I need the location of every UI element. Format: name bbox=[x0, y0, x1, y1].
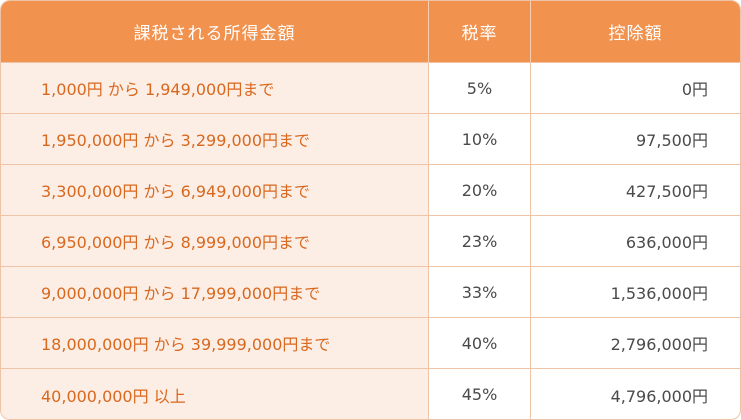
deduction-cell: 2,796,000円 bbox=[530, 318, 740, 368]
tax-rate-cell: 20% bbox=[428, 165, 530, 215]
table-row: 9,000,000円 から 17,999,000円まで 33% 1,536,00… bbox=[1, 266, 740, 317]
income-range-cell: 40,000,000円 以上 bbox=[1, 369, 428, 419]
header-rate: 税率 bbox=[428, 1, 530, 62]
table-row: 18,000,000円 から 39,999,000円まで 40% 2,796,0… bbox=[1, 317, 740, 368]
deduction-cell: 1,536,000円 bbox=[530, 267, 740, 317]
income-range-cell: 3,300,000円 から 6,949,000円まで bbox=[1, 165, 428, 215]
tax-rate-cell: 45% bbox=[428, 369, 530, 419]
tax-rate-cell: 10% bbox=[428, 114, 530, 164]
deduction-cell: 636,000円 bbox=[530, 216, 740, 266]
deduction-cell: 4,796,000円 bbox=[530, 369, 740, 419]
table-header-row: 課税される所得金額 税率 控除額 bbox=[1, 1, 740, 62]
income-range-cell: 18,000,000円 から 39,999,000円まで bbox=[1, 318, 428, 368]
tax-rate-cell: 40% bbox=[428, 318, 530, 368]
header-deduction: 控除額 bbox=[530, 1, 740, 62]
table-row: 1,000円 から 1,949,000円まで 5% 0円 bbox=[1, 62, 740, 113]
header-income: 課税される所得金額 bbox=[133, 24, 296, 44]
table-row: 6,950,000円 から 8,999,000円まで 23% 636,000円 bbox=[1, 215, 740, 266]
tax-rate-cell: 33% bbox=[428, 267, 530, 317]
income-range-cell: 9,000,000円 から 17,999,000円まで bbox=[1, 267, 428, 317]
tax-rate-cell: 23% bbox=[428, 216, 530, 266]
table-row: 40,000,000円 以上 45% 4,796,000円 bbox=[1, 368, 740, 419]
table-row: 3,300,000円 から 6,949,000円まで 20% 427,500円 bbox=[1, 164, 740, 215]
income-range-cell: 6,950,000円 から 8,999,000円まで bbox=[1, 216, 428, 266]
table-row: 1,950,000円 から 3,299,000円まで 10% 97,500円 bbox=[1, 113, 740, 164]
deduction-cell: 97,500円 bbox=[530, 114, 740, 164]
deduction-cell: 427,500円 bbox=[530, 165, 740, 215]
income-range-cell: 1,000円 から 1,949,000円まで bbox=[1, 63, 428, 113]
income-range-cell: 1,950,000円 から 3,299,000円まで bbox=[1, 114, 428, 164]
deduction-cell: 0円 bbox=[530, 63, 740, 113]
tax-rate-cell: 5% bbox=[428, 63, 530, 113]
